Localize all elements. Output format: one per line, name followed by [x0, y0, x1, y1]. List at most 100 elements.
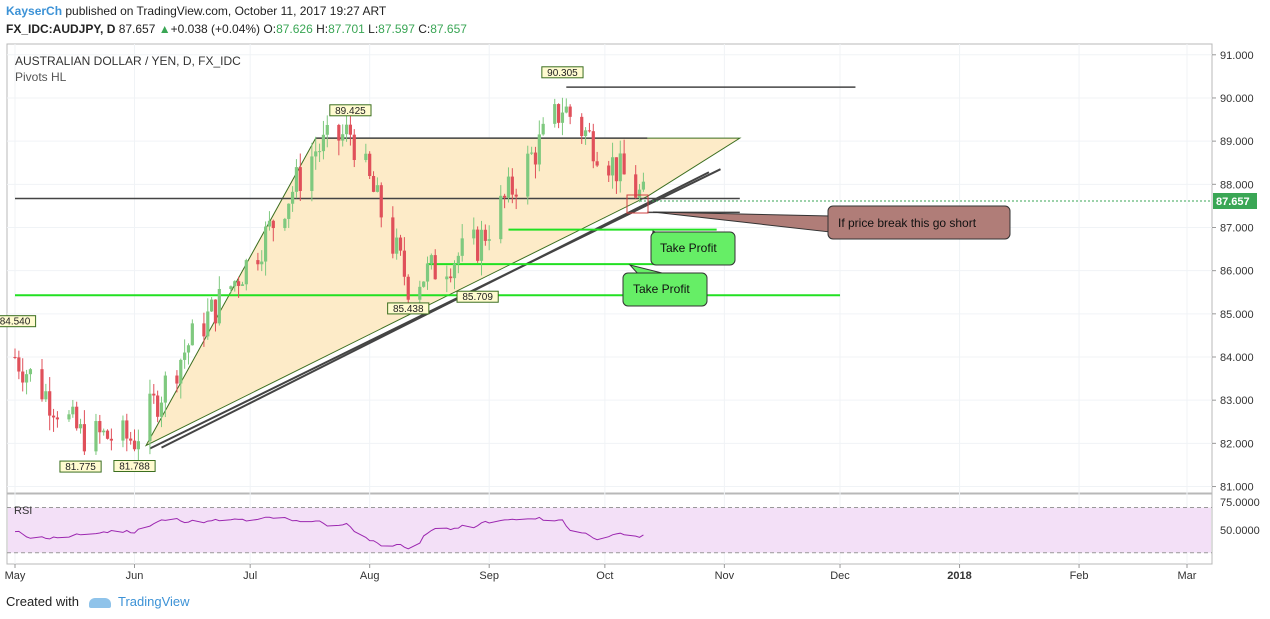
candle-body [17, 357, 21, 372]
candle-body [314, 151, 318, 157]
y-tick-label: 87.000 [1220, 222, 1254, 234]
candle-body [530, 152, 534, 154]
candle-body [634, 174, 638, 198]
candle-body [136, 441, 140, 450]
candle-body [541, 123, 545, 135]
high-label: H: [316, 22, 329, 36]
indicator-label: Pivots HL [15, 70, 67, 84]
candle-body [206, 311, 210, 337]
take-profit-1[interactable] [650, 231, 736, 266]
grid-lines [7, 44, 1212, 564]
candle-body [452, 263, 457, 279]
candle-body [75, 406, 79, 429]
y-tick-label: 88.000 [1220, 179, 1254, 191]
candle-body [294, 167, 299, 192]
candle-body [325, 124, 329, 135]
time-axis[interactable]: May Jun Jul Aug Sep Oct Nov Dec 2018 Feb Mar [5, 564, 1197, 582]
candle-body [233, 281, 237, 287]
open-value: 87.626 [276, 22, 313, 36]
short-callout-text: If price break this go short [838, 216, 977, 230]
author-name[interactable]: KayserCh [6, 4, 63, 18]
published-text: published on TradingView.com, October 11… [65, 4, 387, 18]
candle-body [449, 276, 453, 279]
open-label: O: [263, 22, 277, 36]
wedge-lower-trendline-2[interactable] [161, 171, 710, 449]
take-profit-2-text: Take Profit [633, 282, 690, 296]
short-callout[interactable] [827, 205, 1011, 240]
candle-body [618, 153, 622, 182]
up-arrow-icon: ▲ [158, 22, 171, 36]
main-pane-frame [6, 43, 1213, 494]
candle-body [183, 352, 187, 360]
candle-body [506, 176, 511, 198]
candles-layer [13, 97, 646, 463]
tradingview-brand[interactable]: TradingView [118, 594, 190, 609]
y-tick-label: 90.000 [1220, 93, 1254, 105]
candle-body [51, 415, 56, 418]
candle-body [445, 276, 449, 280]
candle-body [460, 238, 464, 256]
pivot-label: 90.305 [547, 68, 578, 79]
candle-body [560, 112, 565, 123]
rsi-band [8, 507, 1211, 553]
candle-body [583, 130, 588, 137]
candle-body [352, 134, 356, 160]
high-value: 87.701 [328, 22, 365, 36]
candle-body [175, 375, 179, 384]
price-axis[interactable]: 91.000 90.000 89.000 88.000 87.000 86.000 85.0… [1212, 50, 1254, 494]
price-change: +0.038 (+0.04%) [170, 22, 261, 36]
candle-body [28, 369, 33, 375]
candle-body [406, 276, 410, 300]
candle-body [298, 167, 302, 192]
candle-body [202, 323, 206, 337]
pivot-box [387, 302, 430, 315]
pivot-label: 81.775 [65, 462, 96, 473]
candle-body [98, 421, 102, 433]
candle-body [418, 286, 422, 300]
pivot-box [329, 104, 372, 117]
candle-body [375, 185, 379, 192]
x-tick-label: Oct [596, 570, 613, 582]
pivot-box [0, 315, 37, 328]
y-tick-label: 81.000 [1220, 482, 1254, 494]
candle-body [641, 181, 646, 190]
candle-body [217, 288, 221, 324]
horizontal-levels [15, 86, 856, 297]
candle-body [78, 424, 83, 429]
candle-body [67, 414, 71, 420]
candle-body [503, 195, 507, 198]
take-profit-2[interactable] [622, 272, 708, 307]
candle-body [368, 153, 372, 176]
candle-body [317, 151, 322, 153]
candle-body [71, 406, 75, 415]
y-tick-label: 91.000 [1220, 50, 1254, 62]
candle-body [240, 284, 245, 286]
candle-body [55, 417, 60, 420]
candle-body [13, 357, 17, 359]
candle-body [476, 229, 480, 261]
candle-body [271, 220, 275, 229]
candle-body [321, 134, 326, 152]
candle-body [344, 124, 349, 135]
candle-body [40, 369, 44, 400]
pivot-box [456, 290, 499, 303]
low-label: L: [368, 22, 379, 36]
candle-body [479, 229, 484, 261]
candle-body [587, 130, 592, 132]
candle-body [422, 281, 426, 287]
rsi-tick-label: 75.0000 [1220, 497, 1260, 509]
footer: Created with TradingView [6, 594, 190, 609]
candle-body [537, 134, 541, 165]
candle-body [109, 438, 113, 441]
pivot-label: 84.540 [0, 317, 31, 328]
candle-body [348, 124, 353, 135]
candle-body [402, 250, 406, 277]
candle-body [379, 185, 383, 218]
candle-body [364, 153, 368, 160]
candle-body [568, 106, 572, 117]
pivot-box [113, 460, 156, 473]
x-tick-label: Feb [1070, 570, 1089, 582]
pivot-label: 89.425 [335, 106, 366, 117]
candle-body [210, 299, 214, 312]
